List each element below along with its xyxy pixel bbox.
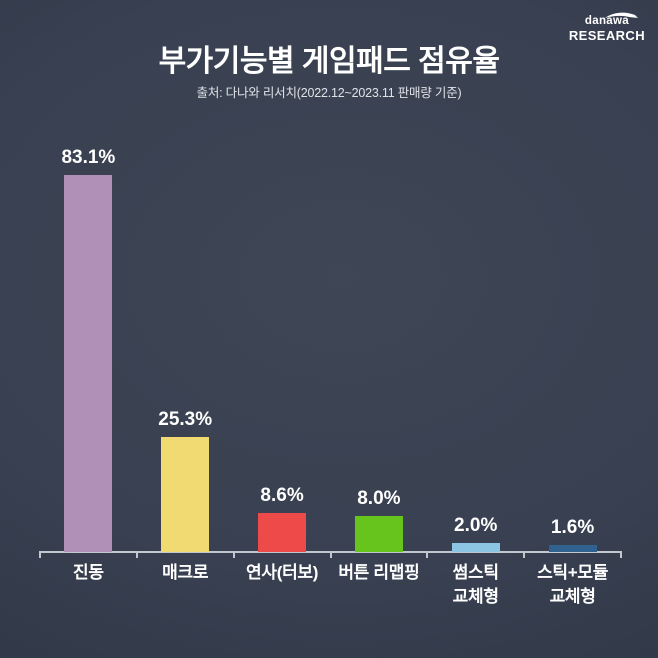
bar-5 [548,544,597,552]
bar-value-label-4: 2.0% [454,514,498,536]
bar-value-label-1: 25.3% [158,409,213,431]
bar-1 [161,437,210,552]
logo-research-label: RESEARCH [568,27,645,43]
bar-2 [258,513,307,552]
category-label-3: 버튼 리맵핑 [338,563,420,582]
category-label-0: 진동 [73,563,104,582]
bar-4 [451,542,500,552]
bar-0 [64,175,113,552]
bar-value-label-2: 8.6% [260,485,304,506]
logo-swoosh-icon [604,12,638,18]
category-label-2: 연사(터보) [246,563,319,582]
x-axis-tick [329,551,332,558]
bar-value-label-5: 1.6% [550,516,595,538]
danawa-research-logo: danawa RESEARCH [569,12,645,42]
chart-source-note: 출처: 다나와 리서치(2022.12~2023.11 판매량 기준) [196,86,462,100]
x-axis-tick [426,551,429,558]
bar-value-label-0: 83.1% [61,147,116,168]
category-label-4: 썸스틱 교체형 [452,563,499,606]
chart-title: 부가기능별 게임패드 점유율 [158,45,500,78]
x-axis-tick [232,551,235,558]
logo-danawa-text: danawa [584,12,638,27]
x-axis-tick [523,551,526,558]
x-axis-tick [620,551,622,558]
bar-value-label-3: 8.0% [357,487,401,509]
x-axis-tick [135,551,138,558]
bar-3 [354,515,403,552]
category-label-5: 스틱+모듈 교체형 [537,563,609,606]
x-axis-tick [39,551,41,558]
category-label-1: 매크로 [162,563,209,582]
logo-danawa-label: danawa [584,15,629,27]
